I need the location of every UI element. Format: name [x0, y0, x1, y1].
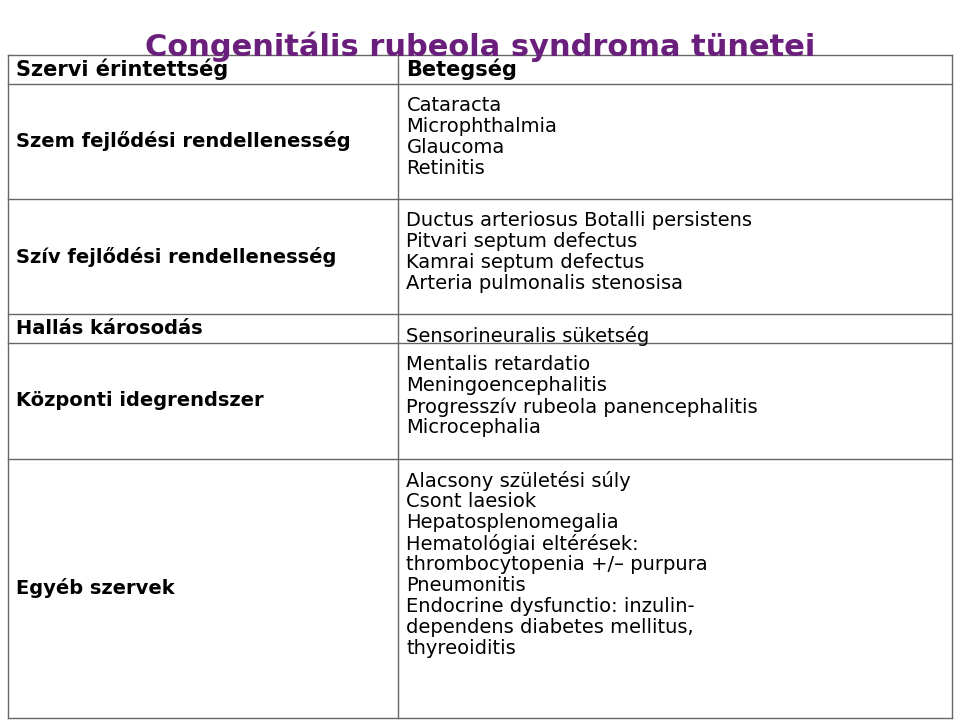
Text: Meningoencephalitis: Meningoencephalitis [406, 376, 608, 395]
Text: Hepatosplenomegalia: Hepatosplenomegalia [406, 513, 619, 531]
Text: Hematológiai eltérések:: Hematológiai eltérések: [406, 534, 639, 554]
Text: Szervi érintettség: Szervi érintettség [15, 58, 228, 80]
Text: Betegség: Betegség [406, 58, 517, 80]
Text: Pneumonitis: Pneumonitis [406, 575, 526, 594]
Text: Mentalis retardatio: Mentalis retardatio [406, 355, 590, 374]
Text: Kamrai septum defectus: Kamrai septum defectus [406, 253, 645, 272]
Text: Pitvari septum defectus: Pitvari septum defectus [406, 232, 637, 251]
Text: Microphthalmia: Microphthalmia [406, 117, 557, 136]
Text: Szív fejlődési rendellenesség: Szív fejlődési rendellenesség [15, 247, 336, 267]
Text: Congenitális rubeola syndroma tünetei: Congenitális rubeola syndroma tünetei [145, 32, 815, 63]
Text: Cataracta: Cataracta [406, 96, 502, 115]
Text: Progresszív rubeola panencephalitis: Progresszív rubeola panencephalitis [406, 397, 758, 417]
Text: Egyéb szervek: Egyéb szervek [15, 578, 175, 599]
Text: Glaucoma: Glaucoma [406, 138, 505, 157]
Text: thrombocytopenia +/– purpura: thrombocytopenia +/– purpura [406, 554, 708, 573]
Text: Ductus arteriosus Botalli persistens: Ductus arteriosus Botalli persistens [406, 211, 753, 230]
Text: Retinitis: Retinitis [406, 159, 485, 178]
Text: Endocrine dysfunctio: inzulin-: Endocrine dysfunctio: inzulin- [406, 596, 695, 616]
Text: Sensorineuralis süketség: Sensorineuralis süketség [406, 326, 650, 347]
Text: thyreoiditis: thyreoiditis [406, 638, 516, 658]
Text: Microcephalia: Microcephalia [406, 418, 541, 438]
Text: Szem fejlődési rendellenesség: Szem fejlődési rendellenesség [15, 131, 350, 152]
Text: Csont laesiok: Csont laesiok [406, 492, 537, 510]
Text: Alacsony születési súly: Alacsony születési súly [406, 471, 631, 490]
Text: Központi idegrendszer: Központi idegrendszer [15, 391, 263, 410]
Text: Arteria pulmonalis stenosisa: Arteria pulmonalis stenosisa [406, 274, 684, 293]
Text: dependens diabetes mellitus,: dependens diabetes mellitus, [406, 617, 694, 637]
Text: Hallás károsodás: Hallás károsodás [15, 319, 203, 339]
